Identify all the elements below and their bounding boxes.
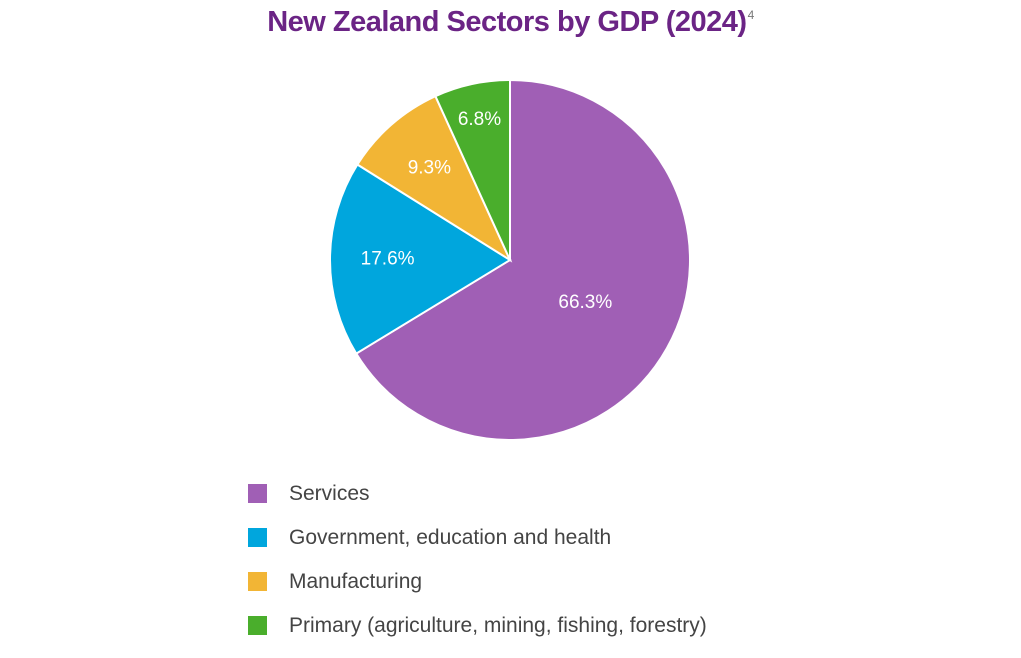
- chart-title: New Zealand Sectors by GDP (2024)4: [267, 6, 755, 38]
- pie-slice-1: [354, 78, 691, 441]
- legend-swatch: [248, 572, 267, 591]
- legend-swatch: [248, 484, 267, 503]
- chart-legend: Services Government, education and health…: [248, 482, 707, 658]
- pie-label-1: 66.3%: [558, 292, 612, 313]
- legend-item-4: Primary (agriculture, mining, fishing, f…: [248, 614, 707, 658]
- pie-slice-3: [356, 94, 513, 263]
- legend-item-1: Services: [248, 482, 707, 526]
- legend-item-3: Manufacturing: [248, 570, 707, 614]
- legend-label: Manufacturing: [289, 570, 423, 593]
- title-footnote: 4: [747, 8, 755, 22]
- legend-item-2: Government, education and health: [248, 526, 707, 570]
- pie-label-4: 6.8%: [458, 109, 501, 130]
- pie-chart: 66.3% 17.6% 9.3% 6.8%: [329, 78, 691, 441]
- legend-swatch: [248, 528, 267, 547]
- legend-label: Services: [289, 482, 370, 505]
- pie-label-2: 17.6%: [361, 249, 415, 270]
- legend-label: Primary (agriculture, mining, fishing, f…: [289, 614, 707, 637]
- pie-slice-4: [434, 78, 511, 261]
- pie-slice-2: [329, 163, 512, 355]
- pie-label-3: 9.3%: [408, 157, 451, 178]
- legend-swatch: [248, 616, 267, 635]
- legend-label: Government, education and health: [289, 526, 612, 549]
